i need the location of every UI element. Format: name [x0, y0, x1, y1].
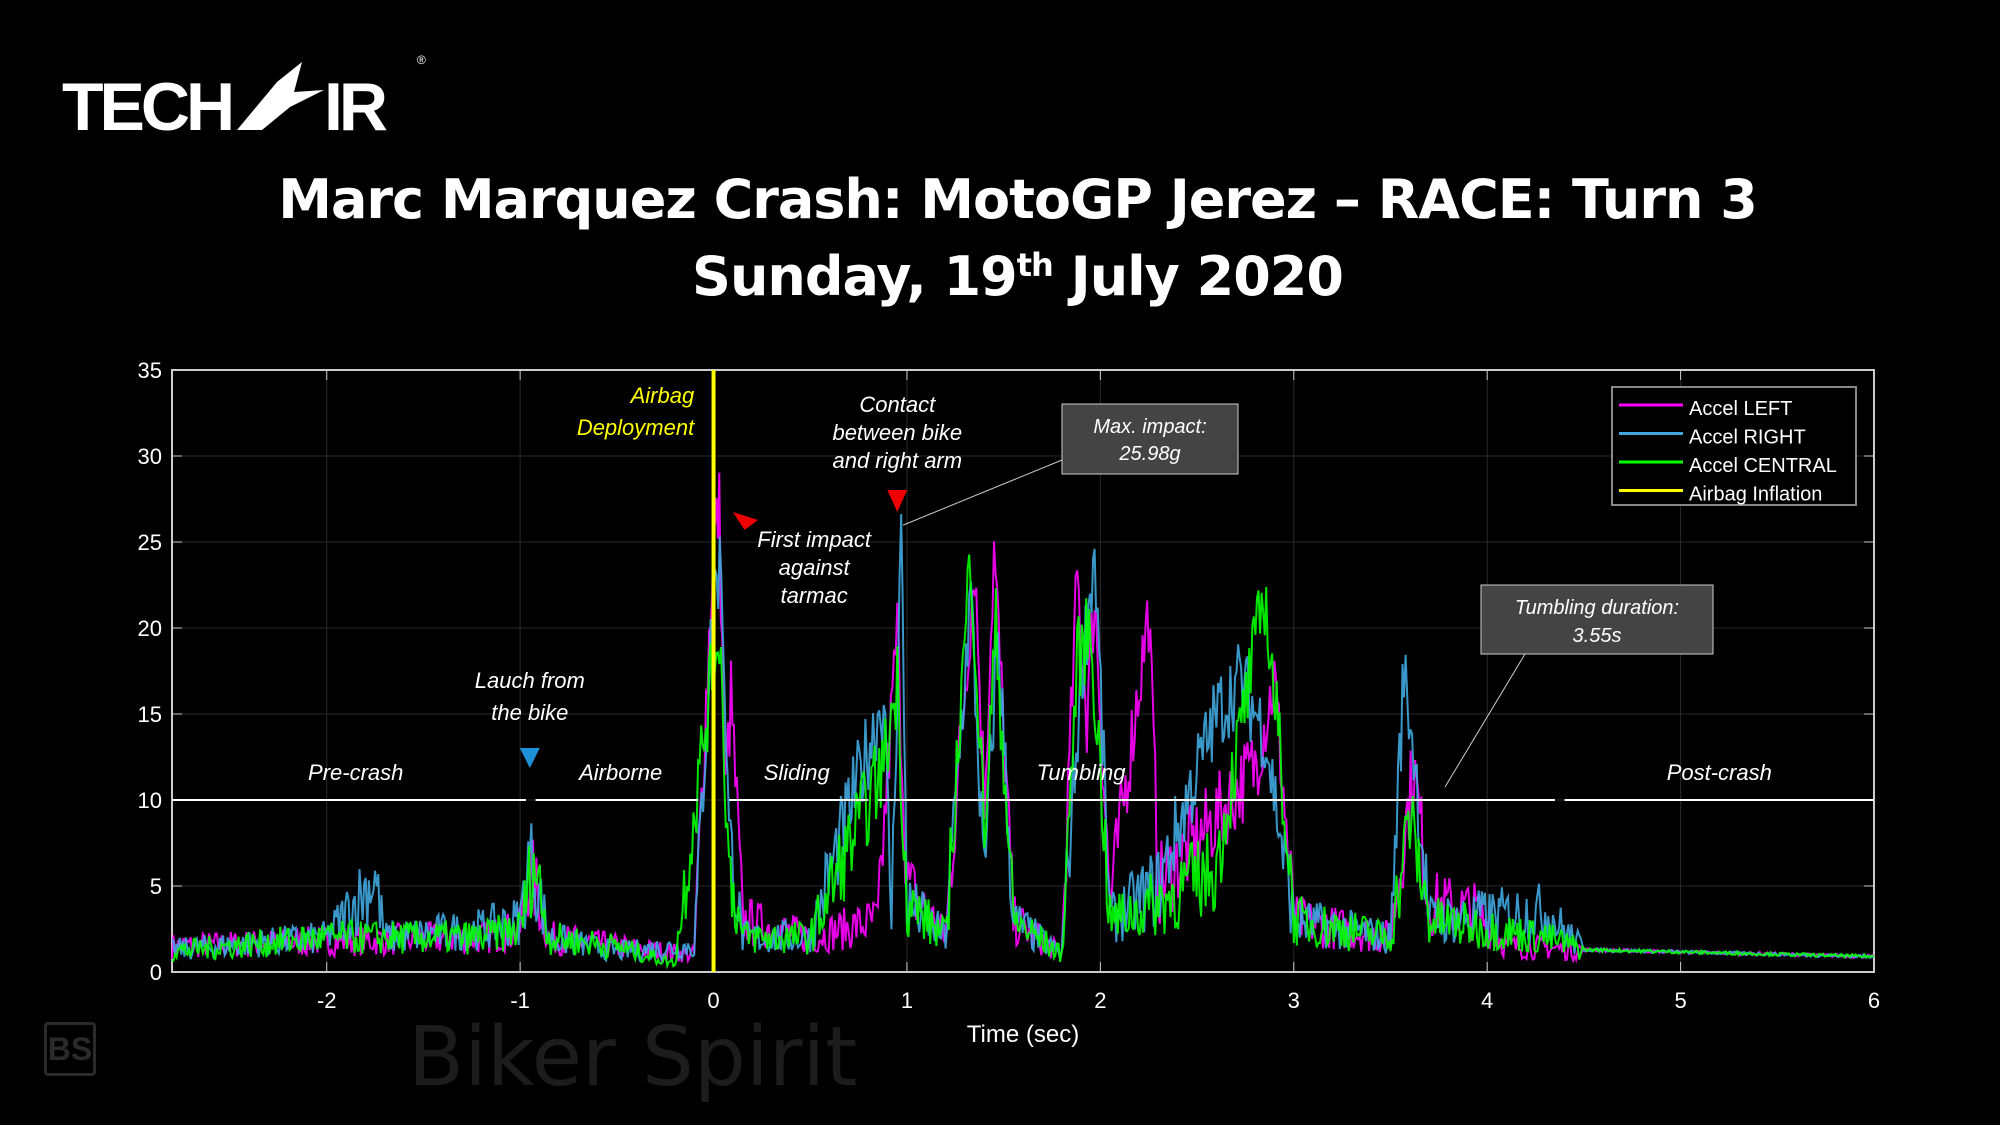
legend-box — [1611, 386, 1857, 506]
x-tick-label: -2 — [317, 988, 337, 1013]
phase-label: Post-crash — [1667, 760, 1772, 785]
x-tick-label: 1 — [901, 988, 913, 1013]
legend-label: Accel RIGHT — [1689, 427, 1806, 449]
max-impact-box — [1061, 403, 1239, 475]
annotation-first-impact: tarmac — [780, 583, 847, 608]
annotation-airbag: Airbag — [629, 383, 695, 408]
plot-frame — [171, 369, 1875, 973]
annotation-tumbling: Tumbling duration: — [1515, 597, 1679, 619]
legend-label: Accel LEFT — [1689, 398, 1792, 420]
annotation-max-impact: Max. impact: — [1093, 416, 1206, 438]
legend-label: Accel CENTRAL — [1689, 455, 1837, 477]
phase-label: Tumbling — [1037, 760, 1127, 785]
y-tick-label: 5 — [150, 874, 162, 899]
tumbling-box — [1480, 584, 1714, 655]
annotation-max-impact: 25.98g — [1118, 443, 1180, 465]
x-tick-label: 2 — [1094, 988, 1106, 1013]
annotation-launch: the bike — [491, 700, 568, 725]
annotation-contact: and right arm — [832, 448, 962, 473]
y-tick-label: 35 — [138, 358, 162, 383]
svg-text:TECH: TECH — [62, 69, 231, 142]
chart-title: Marc Marquez Crash: MotoGP Jerez – RACE:… — [278, 168, 1758, 231]
x-tick-label: 4 — [1481, 988, 1493, 1013]
y-tick-label: 0 — [150, 960, 162, 985]
annotation-first-impact: against — [779, 555, 851, 580]
svg-text:IR: IR — [324, 69, 387, 142]
date-text: Sunday, 19 — [692, 245, 1018, 308]
phase-label: Airborne — [577, 760, 662, 785]
x-tick-label: 3 — [1288, 988, 1300, 1013]
series-line-2 — [171, 554, 1875, 970]
x-tick-label: 5 — [1674, 988, 1686, 1013]
annotation-launch: Lauch from — [475, 668, 585, 693]
x-tick-label: 6 — [1868, 988, 1880, 1013]
x-axis-label: Time (sec) — [967, 1021, 1079, 1048]
callout-line — [1444, 653, 1526, 788]
blue-arrow-icon — [519, 748, 540, 768]
date-text-end: July 2020 — [1052, 245, 1344, 308]
y-tick-label: 25 — [138, 530, 162, 555]
callout-line — [902, 459, 1063, 526]
y-tick-label: 15 — [138, 702, 162, 727]
y-tick-label: 10 — [138, 788, 162, 813]
legend-label: Airbag Inflation — [1689, 484, 1822, 506]
phase-label: Pre-crash — [308, 760, 403, 785]
svg-text:®: ® — [417, 53, 426, 67]
series-line-0 — [171, 472, 1875, 965]
techair-logo: TECH IR ® — [62, 53, 426, 142]
date-suffix: th — [1016, 246, 1054, 284]
phase-label: Sliding — [764, 760, 831, 785]
annotation-tumbling: 3.55s — [1573, 625, 1622, 647]
y-tick-label: 30 — [138, 444, 162, 469]
annotation-first-impact: First impact — [757, 527, 872, 552]
annotation-contact: between bike — [832, 420, 962, 445]
series-line-1 — [171, 514, 1875, 963]
annotation-contact: Contact — [859, 392, 936, 417]
watermark: Biker Spirit — [408, 1010, 858, 1105]
watermark-badge: BS — [44, 1022, 96, 1076]
x-tick-label: -1 — [510, 988, 530, 1013]
red-arrow-icon — [887, 490, 908, 512]
x-tick-label: 0 — [707, 988, 719, 1013]
chart-subtitle: Sunday, 19th July 2020 — [0, 245, 2000, 308]
y-tick-label: 20 — [138, 616, 162, 641]
legend: Accel LEFT Accel RIGHT Accel CENTRAL Airbag… — [1611, 386, 1857, 506]
red-arrow-icon — [732, 512, 759, 530]
annotation-airbag: Deployment — [577, 415, 695, 440]
